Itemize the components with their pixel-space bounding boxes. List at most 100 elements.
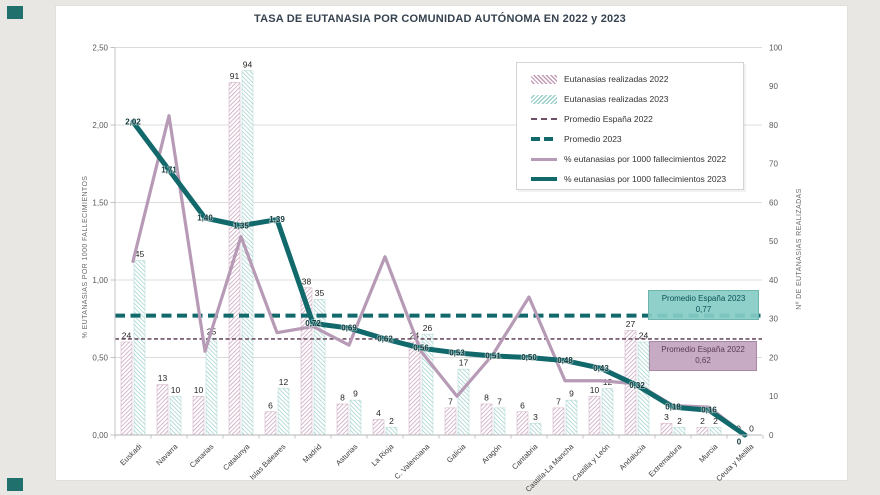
x-category-label-Murcia: Murcia [697, 441, 720, 464]
bar-label-2023-Madrid: 35 [315, 288, 325, 298]
legend-swatch-dash22 [531, 118, 557, 120]
legend-swatch-line23 [531, 177, 557, 181]
legend-label: Promedio 2023 [564, 134, 622, 144]
bar-label-2023-Murcia: 2 [713, 416, 718, 426]
bar-2023-Navarra [169, 395, 182, 436]
corner-accent-top [7, 6, 23, 19]
bar-label-2022-Canarias: 10 [194, 385, 204, 395]
legend-box: Eutanasias realizadas 2022 Eutanasias rea… [516, 62, 744, 190]
right-axis-tick-label: 30 [769, 315, 778, 324]
rate-label-2023-C. Valenciana: 0,56 [413, 344, 429, 353]
rate-label-2023-Canarias: 1,40 [197, 214, 213, 223]
right-axis-tick-label: 100 [769, 43, 783, 52]
legend-swatch-line22 [531, 157, 557, 161]
bar-2022-Aragón [480, 403, 493, 436]
bar-label-2022-Castilla-La Mancha: 7 [556, 396, 561, 406]
chart-title: TASA DE EUTANASIA POR COMUNIDAD AUTÓNOMA… [253, 13, 627, 25]
bar-label-2023-Islas Baleares: 12 [279, 377, 289, 387]
rate-label-2023-Ceuta y Melilla: 0 [737, 438, 742, 447]
x-category-label-Extremadura: Extremadura [647, 441, 684, 478]
legend-item-3: Promedio 2023 [517, 129, 743, 149]
bar-label-2022-Catalunya: 91 [230, 71, 240, 81]
bar-2022-La Rioja [372, 419, 385, 436]
bar-label-2022-Andalucía: 27 [626, 319, 636, 329]
bar-label-2022-Extremadura: 3 [664, 412, 669, 422]
right-axis-tick-label: 50 [769, 237, 778, 246]
bar-label-2022-Euskadi: 24 [122, 331, 132, 341]
right-axis-tick-label: 70 [769, 160, 778, 169]
right-axis-tick-label: 90 [769, 82, 778, 91]
bar-label-2022-La Rioja: 4 [376, 408, 381, 418]
bar-label-2022-Aragón: 8 [484, 393, 489, 403]
bar-label-2022-Islas Baleares: 6 [268, 400, 273, 410]
legend-item-4: % eutanasias por 1000 fallecimientos 202… [517, 149, 743, 169]
x-category-label-Asturias: Asturias [334, 442, 360, 468]
legend-label: Eutanasias realizadas 2022 [564, 74, 669, 84]
x-category-label-Canarias: Canarias [188, 442, 216, 470]
legend-item-1: Eutanasias realizadas 2023 [517, 89, 743, 109]
bar-2022-Euskadi [120, 341, 133, 436]
legend-item-2: Promedio España 2022 [517, 109, 743, 129]
legend-item-5: % eutanasias por 1000 fallecimientos 202… [517, 169, 743, 189]
rate-label-2023-Extremadura: 0,18 [665, 403, 681, 412]
bar-label-2023-Extremadura: 2 [677, 416, 682, 426]
bar-label-2023-Navarra: 10 [171, 385, 181, 395]
rate-label-2023-Aragón: 0,51 [485, 351, 501, 360]
rate-label-2023-Euskadi: 2,02 [125, 117, 141, 126]
legend-item-0: Eutanasias realizadas 2022 [517, 69, 743, 89]
bar-2022-Asturias [336, 403, 349, 436]
rate-label-2023-Murcia: 0,16 [701, 406, 717, 415]
left-axis-tick-label: 2,50 [92, 43, 108, 52]
left-axis-tick-label: 2,00 [92, 121, 108, 130]
bar-label-2023-Ceuta y Melilla: 0 [749, 424, 754, 434]
bar-label-2023-Asturias: 9 [353, 389, 358, 399]
left-axis-tick-label: 1,00 [92, 276, 108, 285]
rate-line-2023 [130, 119, 748, 438]
bar-label-2023-Catalunya: 94 [243, 59, 253, 69]
rate-label-2023-Islas Baleares: 1,39 [269, 215, 285, 224]
bar-label-2022-Cantabria: 6 [520, 400, 525, 410]
bar-label-2022-Castilla y León: 10 [590, 385, 600, 395]
legend-swatch-hatch22 [531, 74, 557, 84]
left-axis-tick-label: 0,00 [92, 431, 108, 440]
bar-label-2022-Madrid: 38 [302, 276, 312, 286]
x-category-label-La Rioja: La Rioja [370, 441, 396, 467]
x-category-label-Ceuta y Melilla: Ceuta y Melilla [714, 441, 756, 483]
right-axis-tick-label: 40 [769, 276, 778, 285]
bar-2023-Euskadi [133, 260, 146, 436]
bar-label-2022-Asturias: 8 [340, 393, 345, 403]
bar-2023-La Rioja [385, 426, 398, 436]
x-category-label-Aragón: Aragón [480, 442, 503, 465]
bar-label-2023-Galicia: 17 [459, 358, 469, 368]
rate-label-2023-Castilla y León: 0,43 [593, 364, 609, 373]
rate-label-2023-Galicia: 0,53 [449, 348, 465, 357]
rate-label-2023-Cantabria: 0,50 [521, 353, 537, 362]
bar-2022-Canarias [192, 395, 205, 436]
rate-label-2023-Navarra: 1,71 [161, 165, 177, 174]
rate-label-2023-Madrid: 0,72 [305, 319, 321, 328]
bar-label-2023-Cantabria: 3 [533, 412, 538, 422]
avg-annotation-2023-value: 0,77 [695, 304, 712, 314]
x-category-label-Galicia: Galicia [445, 441, 468, 464]
legend-label: % eutanasias por 1000 fallecimientos 202… [564, 154, 727, 164]
x-category-label-Andalucía: Andalucía [617, 441, 648, 472]
bar-label-2022-Navarra: 13 [158, 373, 168, 383]
bar-2023-Extremadura [673, 426, 686, 436]
bar-label-2022-Murcia: 2 [700, 416, 705, 426]
bar-2023-Canarias [205, 337, 218, 436]
right-axis-tick-label: 0 [769, 431, 774, 440]
x-category-label-Cantabria: Cantabria [510, 441, 540, 471]
bar-label-2023-C. Valenciana: 26 [423, 323, 433, 333]
bar-2022-Cantabria [516, 411, 529, 436]
legend-label: Promedio España 2022 [564, 114, 653, 124]
legend-label: Eutanasias realizadas 2023 [564, 94, 669, 104]
right-axis-tick-label: 60 [769, 198, 778, 207]
bar-label-2023-Aragón: 7 [497, 396, 502, 406]
left-axis-tick-label: 1,50 [92, 198, 108, 207]
legend-swatch-dash23 [531, 137, 557, 141]
right-axis-tick-label: 80 [769, 121, 778, 130]
legend-label: % eutanasias por 1000 fallecimientos 202… [564, 174, 727, 184]
right-axis-tick-label: 20 [769, 353, 778, 362]
